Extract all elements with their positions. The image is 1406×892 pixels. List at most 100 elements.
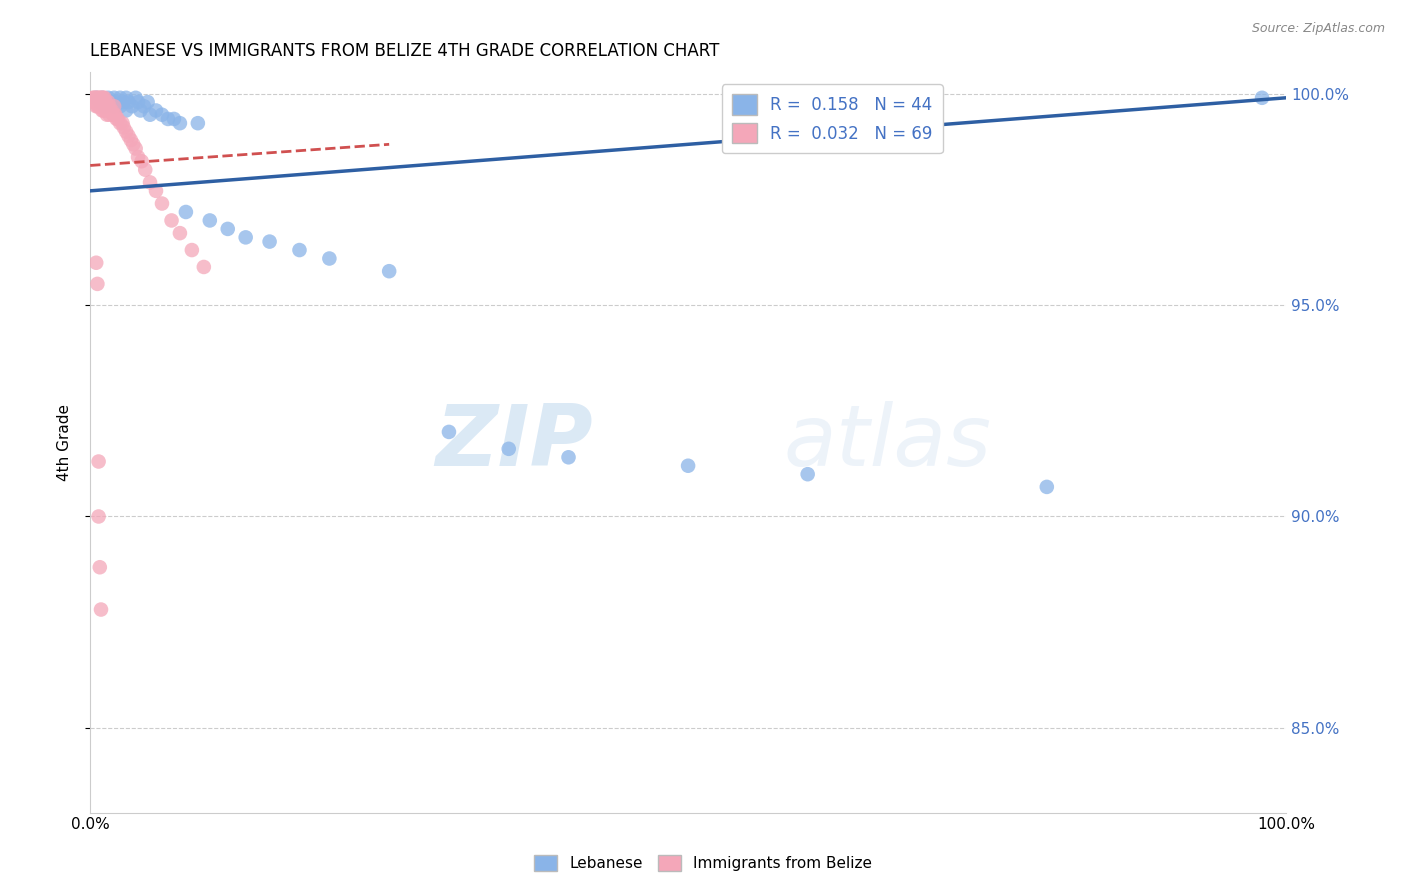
Point (90, 99, 112, 113)
Point (101, 108, 124, 122)
Point (93, 91, 115, 105)
Y-axis label: 4th Grade: 4th Grade (58, 404, 72, 481)
Point (103, 108, 125, 122)
Point (1036, 480, 1059, 494)
Point (174, 205, 197, 219)
Point (84, 95, 107, 109)
Point (217, 222, 239, 236)
Point (87, 454, 110, 468)
Point (108, 99, 131, 113)
Point (90, 91, 112, 105)
Point (150, 108, 173, 122)
Point (108, 91, 131, 105)
Point (89, 99, 111, 113)
Point (378, 264, 401, 278)
Point (105, 95, 128, 109)
Point (100, 95, 122, 109)
Point (93, 99, 115, 113)
Point (127, 95, 149, 109)
Point (93, 99, 115, 113)
Point (87, 509, 110, 524)
Point (93, 91, 115, 105)
Point (259, 235, 281, 249)
Point (139, 175, 162, 189)
Point (131, 154, 153, 169)
Point (145, 184, 167, 198)
Point (91, 99, 114, 113)
Point (115, 91, 138, 105)
Point (94, 95, 117, 109)
Point (93, 103, 115, 118)
Point (84, 91, 107, 105)
Point (91, 95, 114, 109)
Point (91, 103, 114, 118)
Point (93, 99, 115, 113)
Point (193, 260, 215, 274)
Point (145, 103, 167, 118)
Point (318, 252, 340, 266)
Point (117, 95, 139, 109)
Point (163, 112, 186, 126)
Point (100, 103, 122, 118)
Point (98, 99, 121, 113)
Point (120, 133, 142, 147)
Point (132, 99, 155, 113)
Point (90, 602, 112, 616)
Point (437, 425, 460, 439)
Point (104, 108, 127, 122)
Point (117, 128, 139, 143)
Point (169, 116, 191, 130)
Point (796, 467, 818, 482)
Point (103, 99, 125, 113)
Point (89, 560, 111, 574)
Point (84, 91, 107, 105)
Point (87, 91, 110, 105)
Point (180, 243, 202, 257)
Point (557, 450, 579, 465)
Point (122, 137, 145, 152)
Point (134, 162, 156, 177)
Point (103, 99, 125, 113)
Text: ZIP: ZIP (434, 401, 592, 484)
Legend: R =  0.158   N = 44, R =  0.032   N = 69: R = 0.158 N = 44, R = 0.032 N = 69 (723, 85, 943, 153)
Point (90, 95, 112, 109)
Point (89, 95, 111, 109)
Point (115, 103, 138, 118)
Point (87, 95, 110, 109)
Point (96, 99, 118, 113)
Text: atlas: atlas (783, 401, 991, 484)
Point (124, 142, 146, 156)
Point (84, 99, 107, 113)
Point (498, 442, 520, 456)
Point (97, 95, 120, 109)
Point (103, 91, 125, 105)
Point (111, 116, 134, 130)
Point (121, 99, 143, 113)
Point (96, 108, 118, 122)
Point (129, 103, 152, 118)
Point (86, 95, 108, 109)
Point (136, 95, 159, 109)
Point (169, 226, 191, 240)
Point (94, 103, 117, 118)
Point (198, 213, 221, 227)
Point (139, 108, 162, 122)
Point (112, 95, 135, 109)
Point (97, 95, 120, 109)
Point (676, 458, 699, 473)
Point (288, 243, 311, 257)
Point (82, 91, 104, 105)
Point (86, 277, 108, 291)
Point (91, 91, 114, 105)
Point (98, 108, 121, 122)
Point (112, 120, 135, 135)
Point (97, 91, 120, 105)
Point (1251, 91, 1274, 105)
Text: LEBANESE VS IMMIGRANTS FROM BELIZE 4TH GRADE CORRELATION CHART: LEBANESE VS IMMIGRANTS FROM BELIZE 4TH G… (90, 42, 720, 60)
Point (89, 91, 111, 105)
Point (150, 196, 173, 211)
Point (89, 95, 111, 109)
Legend: Lebanese, Immigrants from Belize: Lebanese, Immigrants from Belize (527, 849, 879, 877)
Point (100, 103, 122, 118)
Point (107, 112, 129, 126)
